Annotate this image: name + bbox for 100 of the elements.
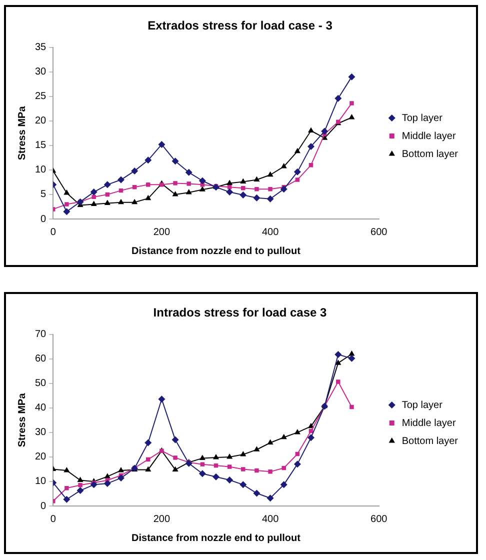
point <box>76 487 84 494</box>
x-tick-label: 0 <box>50 514 56 525</box>
point <box>160 182 164 187</box>
point <box>334 351 342 358</box>
y-tick-label: 60 <box>35 354 47 365</box>
point <box>158 396 166 403</box>
point <box>90 188 98 196</box>
y-tick-label: 10 <box>35 476 47 488</box>
point <box>78 483 82 488</box>
point <box>266 494 274 502</box>
y-tick-label: 40 <box>35 402 47 414</box>
y-tick-label: 20 <box>35 452 47 463</box>
point <box>64 190 70 195</box>
y-axis-title: Stress MPa <box>16 106 28 160</box>
point <box>226 188 234 196</box>
point <box>117 474 124 482</box>
point <box>226 476 234 484</box>
point <box>145 194 152 200</box>
chart-title: Extrados stress for load case - 3 <box>148 18 333 33</box>
point <box>253 194 260 202</box>
point <box>63 208 70 216</box>
legend-label: Top layer <box>402 112 444 124</box>
y-tick-label: 5 <box>40 189 47 200</box>
x-axis-title: Distance from nozzle end to pullout <box>132 246 302 257</box>
point <box>104 200 110 206</box>
point <box>185 168 192 176</box>
point <box>117 176 124 184</box>
point <box>64 466 70 472</box>
point <box>226 180 233 185</box>
legend-label: Bottom layer <box>402 436 459 447</box>
point <box>77 476 84 482</box>
point <box>146 182 150 187</box>
point <box>212 473 220 480</box>
point <box>268 186 272 192</box>
point <box>63 496 70 503</box>
y-tick-label: 0 <box>40 214 47 225</box>
y-axis-title: Stress MPa <box>16 392 28 448</box>
point <box>240 178 246 184</box>
y-tick-label: 0 <box>40 500 47 512</box>
point <box>267 171 274 177</box>
point <box>198 177 206 184</box>
point <box>254 186 259 192</box>
point <box>266 195 274 202</box>
point <box>64 202 69 206</box>
point <box>294 460 301 468</box>
point <box>280 163 287 168</box>
point <box>172 436 179 444</box>
point <box>348 114 355 120</box>
x-tick-label: 600 <box>370 226 388 238</box>
x-tick-label: 0 <box>50 226 56 238</box>
point <box>308 434 315 442</box>
point <box>348 73 356 80</box>
point <box>334 94 342 102</box>
point <box>146 457 150 462</box>
point <box>90 200 97 206</box>
y-tick-label: 20 <box>35 116 47 127</box>
point <box>295 178 300 182</box>
point <box>64 486 69 490</box>
y-tick-label: 15 <box>35 140 47 152</box>
point <box>240 191 247 198</box>
point <box>200 462 205 466</box>
point <box>308 142 315 150</box>
point <box>198 470 206 478</box>
point <box>144 156 152 164</box>
point <box>282 466 286 470</box>
point <box>348 354 356 362</box>
y-tick-label: 30 <box>35 66 47 78</box>
point <box>294 168 301 176</box>
point <box>92 194 96 200</box>
point <box>321 128 328 135</box>
legend-label: Middle layer <box>402 418 456 429</box>
point <box>268 470 272 474</box>
point <box>145 466 152 472</box>
x-axis-title: Distance from nozzle end to pullout <box>132 532 302 544</box>
legend-label: Middle layer <box>402 130 456 142</box>
point <box>294 148 300 154</box>
point <box>350 404 354 410</box>
point <box>294 428 300 434</box>
y-tick-label: 35 <box>35 42 47 54</box>
point <box>104 181 111 188</box>
legend-label: Top layer <box>402 400 444 411</box>
point <box>308 127 314 132</box>
y-tick-label: 50 <box>35 378 47 390</box>
y-tick-label: 30 <box>35 427 47 438</box>
y-tick-label: 70 <box>35 329 47 340</box>
point <box>348 350 355 356</box>
point <box>158 140 166 148</box>
point <box>104 480 111 487</box>
point <box>185 460 192 467</box>
point <box>336 380 340 384</box>
x-tick-label: 400 <box>262 226 280 238</box>
point <box>199 454 206 460</box>
point <box>253 490 260 497</box>
point <box>280 434 287 440</box>
point <box>254 446 260 452</box>
x-tick-label: 600 <box>370 514 388 525</box>
point <box>90 481 98 488</box>
point <box>267 439 274 445</box>
point <box>226 453 233 459</box>
y-tick-label: 10 <box>35 164 47 176</box>
